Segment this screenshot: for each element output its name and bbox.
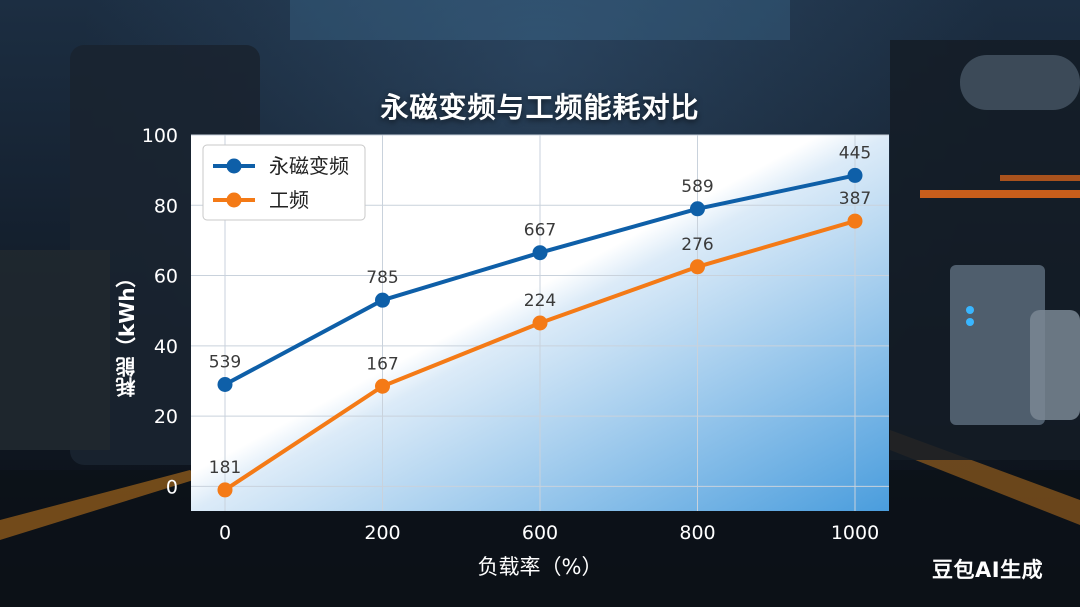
y-tick-label: 60 — [154, 266, 178, 288]
y-tick-label: 40 — [154, 336, 178, 358]
legend-marker — [226, 158, 242, 174]
watermark: 豆包AI生成 — [932, 558, 1044, 582]
x-axis-label: 负载率（%） — [477, 555, 603, 579]
x-tick-label: 600 — [522, 522, 558, 544]
data-point — [690, 201, 705, 217]
data-label: 539 — [209, 352, 241, 372]
legend-label: 工频 — [269, 188, 309, 212]
data-label: 224 — [524, 291, 556, 311]
data-label: 387 — [839, 189, 871, 209]
data-point — [375, 292, 390, 308]
x-tick-label: 200 — [364, 522, 400, 544]
data-point — [690, 259, 705, 275]
data-point — [532, 245, 548, 261]
y-tick-label: 100 — [142, 125, 178, 147]
data-label: 667 — [524, 221, 556, 241]
data-point — [375, 378, 390, 394]
y-axis-label: 耗能（kWh） — [115, 267, 139, 397]
data-label: 181 — [209, 458, 241, 478]
data-point — [847, 213, 863, 229]
data-point — [847, 167, 863, 183]
data-point — [217, 482, 233, 498]
data-label: 589 — [681, 177, 713, 197]
data-label: 445 — [839, 143, 871, 163]
data-label: 785 — [366, 268, 398, 288]
y-tick-label: 20 — [154, 406, 178, 428]
y-tick-label: 0 — [166, 476, 178, 498]
x-tick-label: 1000 — [831, 522, 879, 544]
legend-label: 永磁变频 — [269, 154, 349, 178]
data-point — [532, 315, 548, 331]
legend-marker — [226, 192, 242, 208]
data-label: 167 — [366, 354, 398, 374]
y-tick-label: 80 — [154, 195, 178, 217]
x-tick-label: 800 — [679, 522, 715, 544]
chart-title: 永磁变频与工频能耗对比 — [380, 91, 700, 124]
x-tick-label: 0 — [219, 522, 231, 544]
data-point — [217, 376, 233, 392]
data-label: 276 — [681, 235, 713, 255]
